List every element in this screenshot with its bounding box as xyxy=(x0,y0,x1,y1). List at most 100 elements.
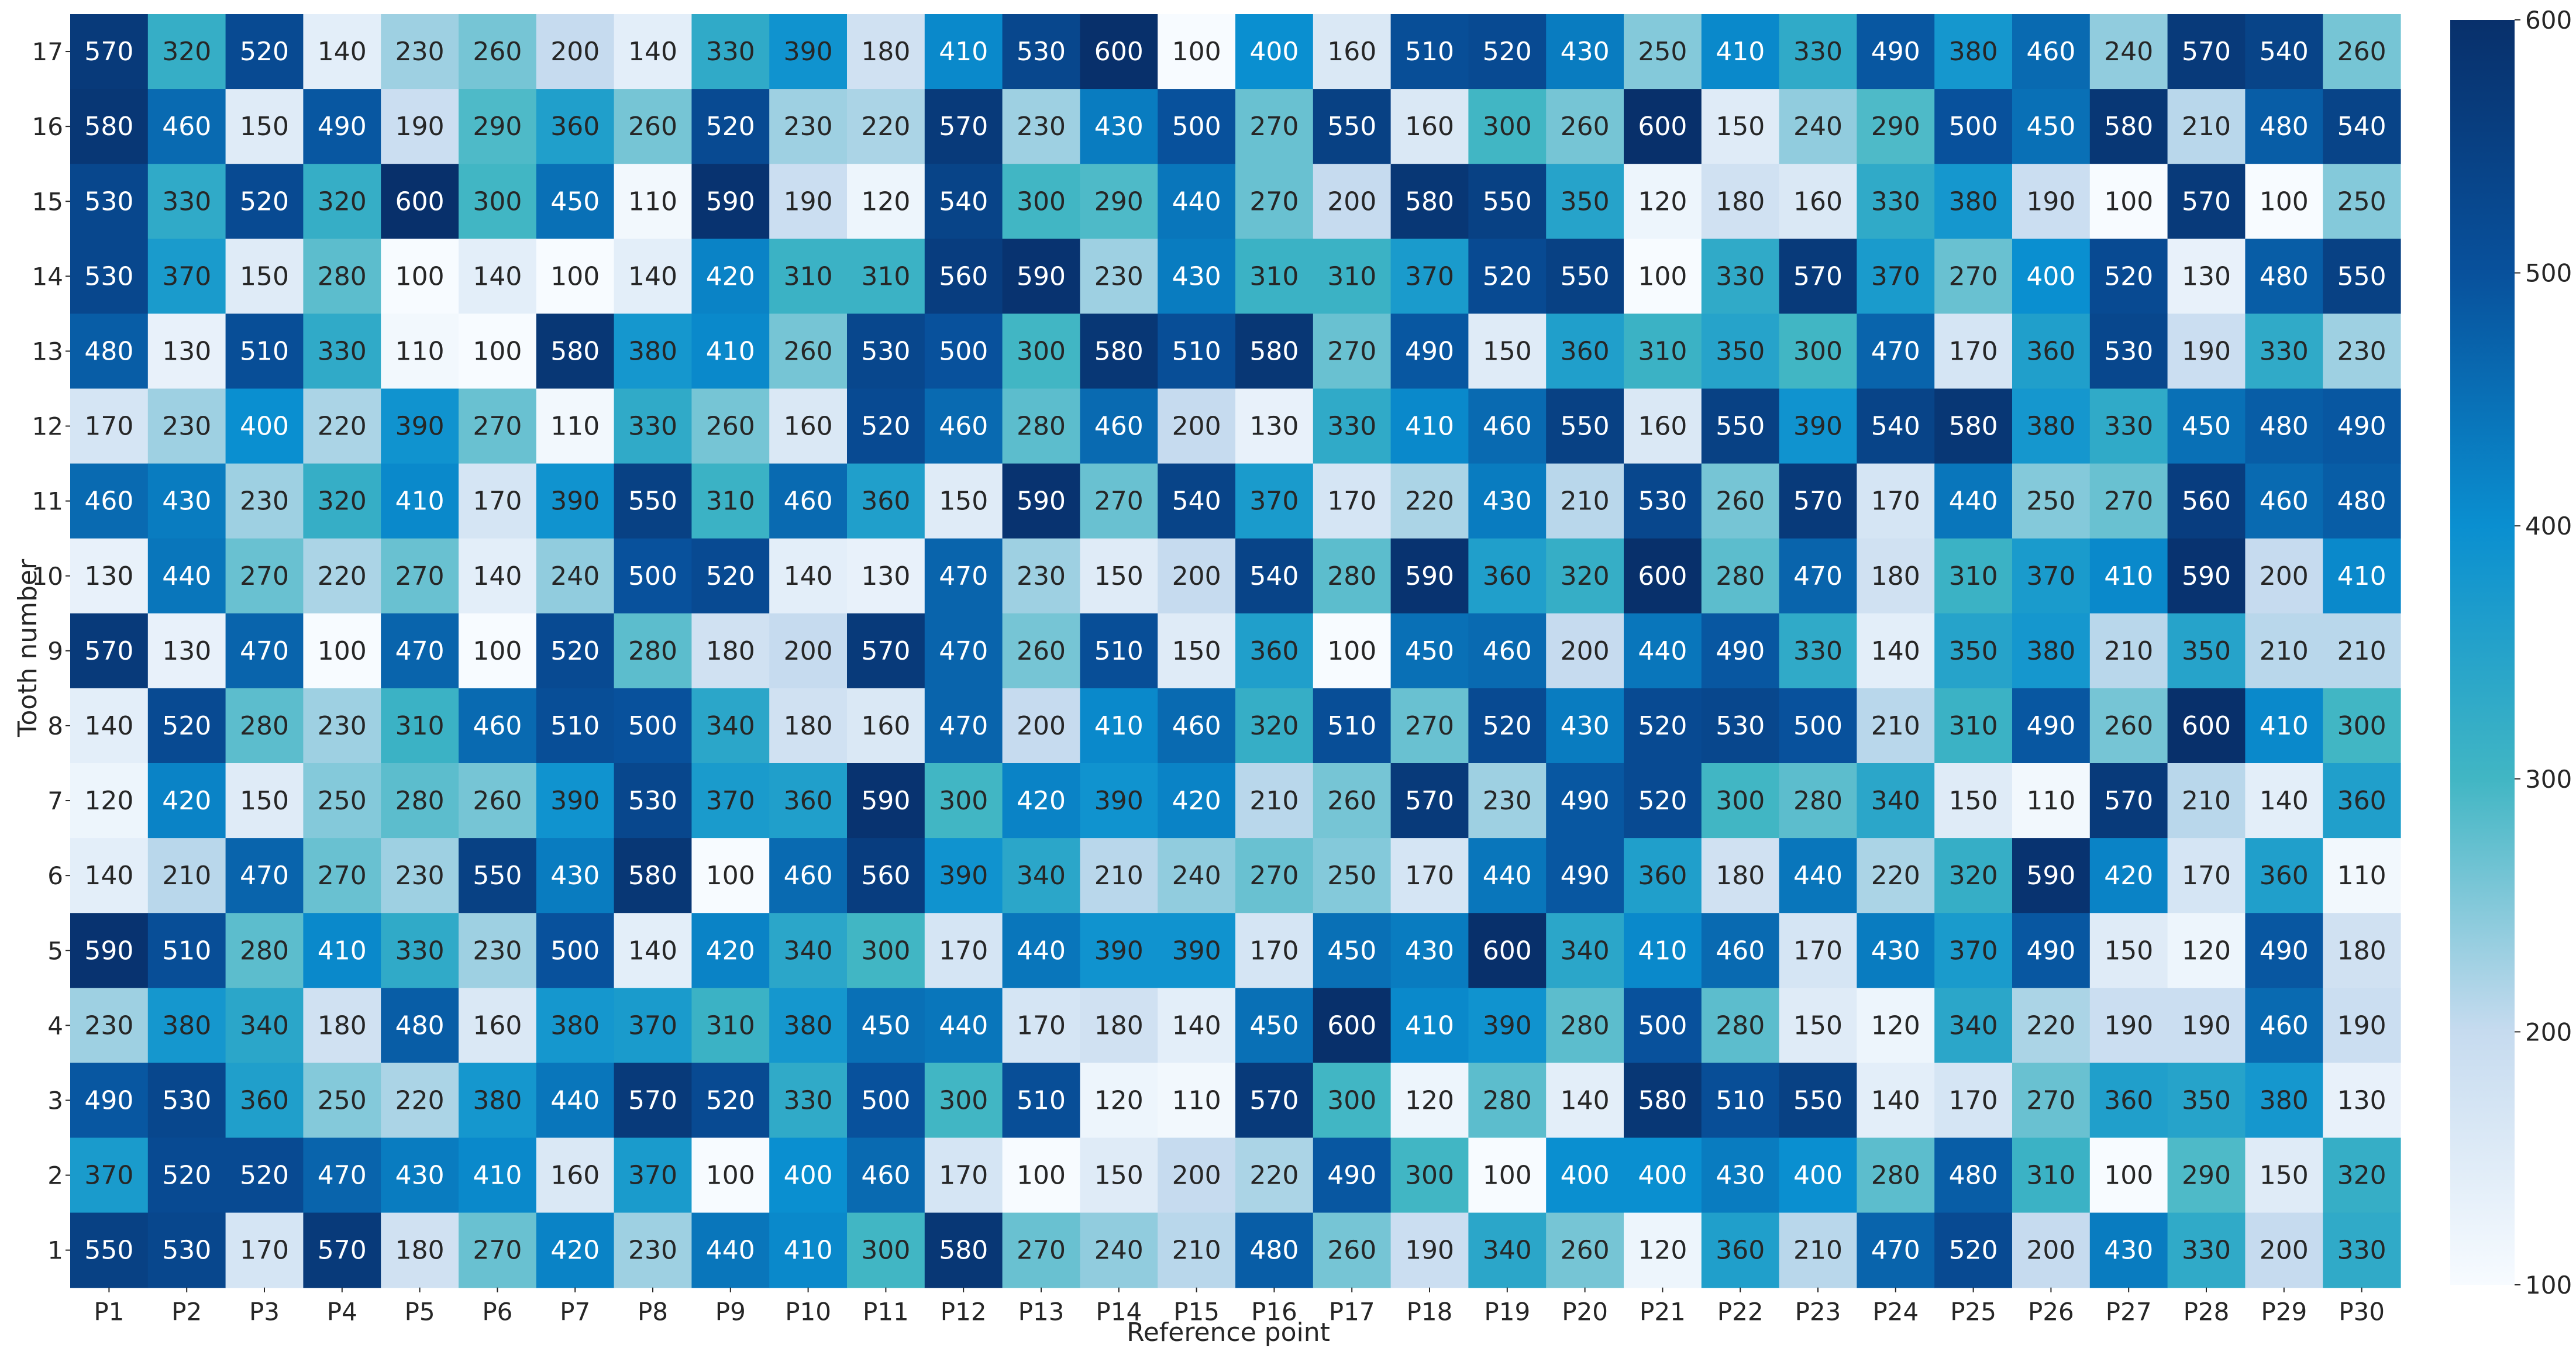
heatmap-cell-label: 190 xyxy=(784,187,833,216)
heatmap-cell-label: 400 xyxy=(1249,37,1299,67)
heatmap-cell xyxy=(1468,463,1547,539)
heatmap-cell xyxy=(1857,1063,1935,1139)
heatmap-cell xyxy=(2089,313,2168,389)
heatmap-cell-label: 480 xyxy=(2260,412,2309,442)
heatmap-cell-label: 500 xyxy=(939,336,988,366)
heatmap-cell xyxy=(769,463,848,539)
heatmap-cell xyxy=(1546,1063,1624,1139)
heatmap-cell-label: 260 xyxy=(2104,711,2153,741)
heatmap-cell xyxy=(2245,164,2323,239)
heatmap-cell xyxy=(1468,1063,1547,1139)
heatmap-cell-label: 600 xyxy=(1483,936,1532,966)
heatmap-cell-label: 170 xyxy=(1017,1011,1066,1040)
x-tick-label: P14 xyxy=(1096,1298,1142,1326)
heatmap-cell-label: 140 xyxy=(628,936,677,966)
heatmap-cell-label: 350 xyxy=(1716,336,1765,366)
heatmap-cell-label: 460 xyxy=(1094,412,1144,442)
heatmap-cell xyxy=(536,313,615,389)
heatmap-cell xyxy=(2245,1137,2323,1213)
heatmap-cell xyxy=(1313,1137,1392,1213)
heatmap-cell-label: 150 xyxy=(2260,1161,2309,1191)
heatmap-cell xyxy=(147,239,226,314)
heatmap-cell-label: 160 xyxy=(550,1161,600,1191)
heatmap-cell xyxy=(1002,988,1080,1063)
heatmap-cell xyxy=(1779,463,1857,539)
heatmap-cell xyxy=(847,538,925,614)
x-tick-label: P18 xyxy=(1407,1298,1453,1326)
heatmap-cell xyxy=(2323,1137,2401,1213)
heatmap-cell-label: 420 xyxy=(1172,786,1221,816)
heatmap-cell-label: 190 xyxy=(2026,187,2075,216)
y-tick-label: 11 xyxy=(32,487,63,516)
x-tick-label: P10 xyxy=(785,1298,831,1326)
heatmap-cell xyxy=(1701,89,1780,164)
heatmap-cell xyxy=(459,14,537,89)
heatmap-cell xyxy=(2089,913,2168,988)
heatmap-cell xyxy=(2245,913,2323,988)
heatmap-cell xyxy=(536,463,615,539)
colorbar-tick-label: 100 xyxy=(2525,1271,2572,1299)
heatmap-cell-label: 390 xyxy=(1172,936,1221,966)
heatmap-cell-label: 370 xyxy=(2026,561,2075,591)
heatmap-cell-label: 300 xyxy=(1017,187,1066,216)
heatmap-cell-label: 250 xyxy=(2337,187,2386,216)
heatmap-cell-label: 340 xyxy=(1483,1236,1532,1266)
heatmap-cell xyxy=(225,1212,304,1288)
heatmap-cell xyxy=(1701,613,1780,689)
heatmap-cell-label: 320 xyxy=(318,487,367,516)
heatmap-cell-label: 370 xyxy=(1871,261,1920,291)
heatmap-cell xyxy=(2323,688,2401,764)
heatmap-cell xyxy=(1080,988,1158,1063)
heatmap-cell xyxy=(1235,763,1314,839)
heatmap-cell-label: 330 xyxy=(1871,187,1920,216)
heatmap-cell-label: 120 xyxy=(861,187,910,216)
heatmap-cell-label: 310 xyxy=(784,261,833,291)
heatmap-cell xyxy=(1779,688,1857,764)
heatmap-cell xyxy=(614,688,692,764)
heatmap-cell-label: 120 xyxy=(1871,1011,1920,1040)
heatmap-cell xyxy=(303,1137,381,1213)
heatmap-cell xyxy=(769,164,848,239)
heatmap-cell-label: 390 xyxy=(784,37,833,67)
heatmap-cell xyxy=(70,1137,149,1213)
heatmap-cell xyxy=(536,763,615,839)
heatmap-cell xyxy=(303,913,381,988)
heatmap-cell xyxy=(1313,913,1392,988)
heatmap-cell xyxy=(2089,1063,2168,1139)
heatmap-cell-label: 340 xyxy=(706,711,755,741)
heatmap-cell-label: 410 xyxy=(1716,37,1765,67)
x-tick-label: P8 xyxy=(638,1298,668,1326)
heatmap-cell-label: 380 xyxy=(1949,187,1998,216)
heatmap-cell-label: 270 xyxy=(1094,487,1144,516)
heatmap-cell xyxy=(614,89,692,164)
heatmap-cell xyxy=(1235,613,1314,689)
heatmap-cell-label: 160 xyxy=(784,412,833,442)
heatmap-cell xyxy=(225,1063,304,1139)
heatmap-cell-label: 470 xyxy=(939,561,988,591)
heatmap-cell xyxy=(459,1063,537,1139)
heatmap-cell xyxy=(1158,1137,1236,1213)
heatmap-cell-label: 250 xyxy=(2026,487,2075,516)
heatmap-cell xyxy=(2167,388,2246,464)
heatmap-cell-label: 220 xyxy=(318,412,367,442)
heatmap-cell xyxy=(1158,14,1236,89)
heatmap-cell-label: 460 xyxy=(162,112,211,142)
heatmap-cell-label: 280 xyxy=(240,936,289,966)
heatmap-cell-label: 130 xyxy=(861,561,910,591)
heatmap-cell-label: 120 xyxy=(1405,1085,1454,1115)
heatmap-cell xyxy=(1701,1063,1780,1139)
heatmap-cell xyxy=(1002,538,1080,614)
heatmap-cell-label: 270 xyxy=(240,561,289,591)
heatmap-cell xyxy=(2012,388,2091,464)
heatmap-cell-label: 370 xyxy=(1249,487,1299,516)
heatmap-cell xyxy=(1624,538,1702,614)
heatmap-cell-label: 200 xyxy=(1561,636,1610,666)
heatmap-cell xyxy=(459,538,537,614)
heatmap-cell-label: 330 xyxy=(1793,37,1843,67)
heatmap-cell-label: 260 xyxy=(1561,1236,1610,1266)
y-axis-label: Tooth number xyxy=(13,558,43,737)
heatmap-cell xyxy=(769,313,848,389)
heatmap-cell-label: 280 xyxy=(1017,412,1066,442)
heatmap-cell xyxy=(1857,913,1935,988)
heatmap-cell-label: 460 xyxy=(784,487,833,516)
